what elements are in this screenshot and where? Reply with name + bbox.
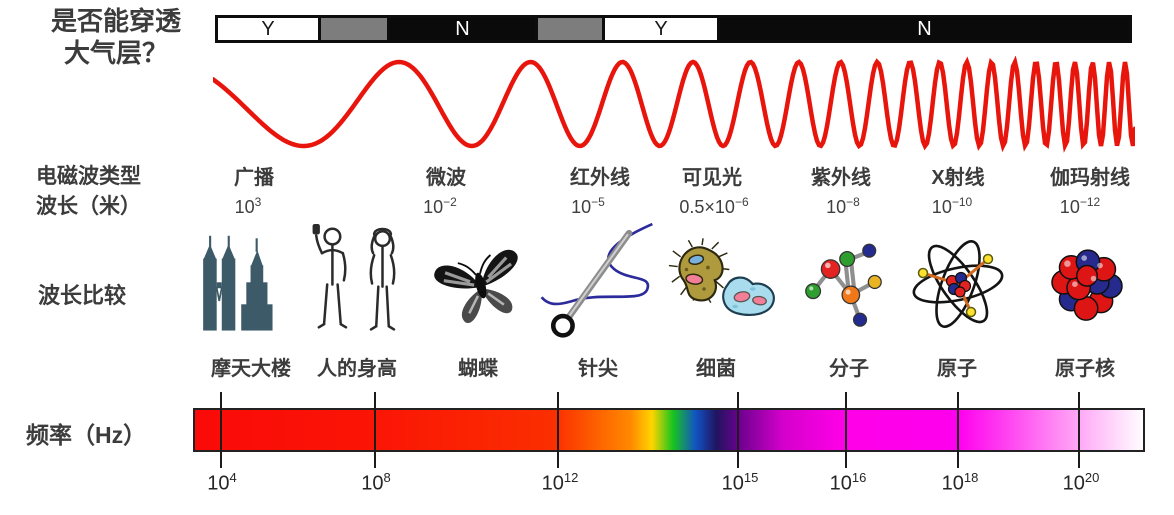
needle-icon xyxy=(540,222,653,338)
wavelength-value-gamma: 10−12 xyxy=(1059,195,1101,217)
comparison-label-bacteria: 细菌 xyxy=(696,358,736,380)
comparison-label-molecule: 分子 xyxy=(829,358,869,380)
bacteria-icon xyxy=(668,238,775,316)
comparison-label-atom: 原子 xyxy=(937,358,977,380)
atmosphere-question-label: 是否能穿透 大气层？ xyxy=(16,6,216,69)
wavelength-value-infrared: 10−5 xyxy=(571,195,605,217)
frequency-tick xyxy=(1078,392,1080,468)
frequency-tick-label: 1020 xyxy=(1062,470,1100,495)
type-label-infrared: 红外线 xyxy=(570,167,630,189)
type-label-microwave: 微波 xyxy=(426,167,466,189)
bar-segment-y2: Y xyxy=(605,18,717,40)
type-label-visible: 可见光 xyxy=(682,167,742,189)
type-label-ultraviolet: 紫外线 xyxy=(811,167,871,189)
frequency-tick-label: 1016 xyxy=(829,470,867,495)
atmosphere-bar: Y N Y N xyxy=(215,15,1132,43)
comparison-label-needle: 针尖 xyxy=(578,358,618,380)
bar-segment-gray1 xyxy=(321,18,387,40)
wavelength-value-radio: 103 xyxy=(234,195,262,217)
wave-path xyxy=(213,56,1135,153)
frequency-tick xyxy=(845,392,847,468)
comparison-label-nucleus: 原子核 xyxy=(1055,358,1115,380)
row-label-frequency: 频率（Hz） xyxy=(26,422,147,448)
wavelength-value-microwave: 10−2 xyxy=(423,195,457,217)
bar-segment-n1: N xyxy=(390,18,535,40)
molecule-icon xyxy=(805,243,882,327)
frequency-tick xyxy=(957,392,959,468)
frequency-tick xyxy=(220,392,222,468)
type-label-xray: X射线 xyxy=(931,167,985,189)
comparison-label-butterfly: 蝴蝶 xyxy=(458,358,498,380)
frequency-tick-label: 1012 xyxy=(541,470,579,495)
frequency-tick xyxy=(557,392,559,468)
type-label-gamma: 伽玛射线 xyxy=(1050,167,1130,189)
bar-segment-n2: N xyxy=(720,18,1129,40)
butterfly-icon xyxy=(434,249,518,323)
wavelength-value-xray: 10−10 xyxy=(931,195,973,217)
frequency-tick-label: 108 xyxy=(361,470,391,495)
bar-segment-y1: Y xyxy=(218,18,318,40)
wavelength-value-ultraviolet: 10−8 xyxy=(826,195,860,217)
comparison-label-human: 人的身高 xyxy=(317,358,397,380)
type-label-radio: 广播 xyxy=(234,167,274,189)
frequency-tick-label: 1018 xyxy=(941,470,979,495)
skyscraper-icon xyxy=(203,235,273,331)
row-label-type: 电磁波类型 xyxy=(36,165,141,188)
comparison-label-skyscraper: 摩天大楼 xyxy=(211,358,291,380)
frequency-tick-label: 1015 xyxy=(721,470,759,495)
frequency-tick xyxy=(374,392,376,468)
row-label-wavelength: 波长（米） xyxy=(36,195,141,218)
nucleus-icon xyxy=(1051,249,1123,321)
row-label-comparison: 波长比较 xyxy=(38,283,127,308)
wavelength-value-visible: 0.5×10−6 xyxy=(679,195,749,217)
frequency-tick-label: 104 xyxy=(207,470,237,495)
frequency-tick xyxy=(737,392,739,468)
atom-icon xyxy=(912,240,1004,328)
question-line-1: 是否能穿透 xyxy=(50,6,181,36)
human-height-icon xyxy=(312,224,396,331)
em-wave-svg xyxy=(213,56,1135,153)
bar-segment-gray2 xyxy=(538,18,602,40)
frequency-gradient-bar xyxy=(193,408,1145,452)
question-line-2: 大气层？ xyxy=(63,37,168,68)
